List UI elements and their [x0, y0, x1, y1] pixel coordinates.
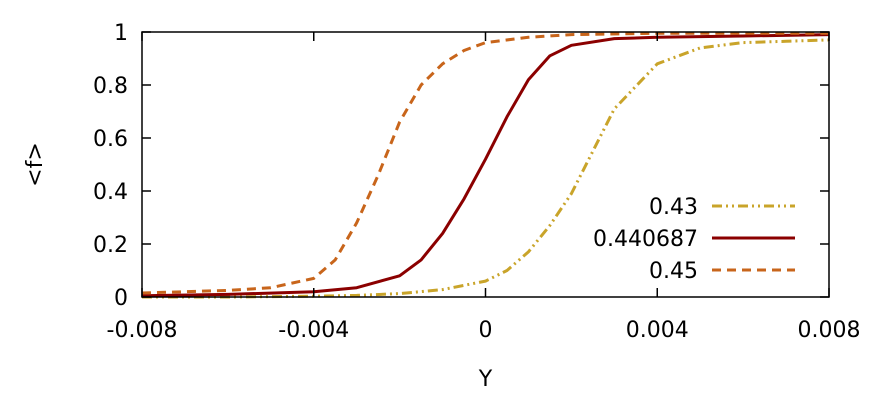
x-tick-label: -0.008 — [107, 318, 178, 343]
y-tick-label: 0.6 — [93, 127, 128, 152]
y-tick-label: 0.8 — [93, 74, 128, 99]
legend-label: 0.43 — [649, 195, 698, 220]
plot-frame — [141, 31, 830, 298]
y-axis-title: <f> — [23, 142, 48, 187]
legend-label: 0.45 — [649, 259, 698, 284]
labels-layer: -0.008 -0.004 0 0.004 0.008 0 0.2 0.4 0.6 0.8 1 — [93, 21, 860, 343]
y-tick-label: 0.4 — [93, 180, 128, 205]
series-layer — [141, 31, 830, 299]
x-tick-label: 0 — [479, 318, 493, 343]
series-line-1 — [141, 33, 830, 298]
x-tick-label: -0.004 — [278, 318, 349, 343]
y-tick-label: 1 — [114, 21, 128, 46]
y-tick-label: 0 — [114, 286, 128, 311]
y-tick-label: 0.2 — [93, 233, 128, 258]
series-line-0 — [142, 38, 830, 299]
x-tick-label: 0.008 — [798, 318, 861, 343]
ticks-layer — [141, 31, 830, 298]
x-axis-title: Y — [478, 367, 493, 392]
legend: 0.43 0.440687 0.45 — [593, 195, 795, 284]
x-tick-label: 0.004 — [626, 318, 689, 343]
legend-label: 0.440687 — [593, 227, 698, 252]
series-line-2 — [141, 31, 829, 295]
